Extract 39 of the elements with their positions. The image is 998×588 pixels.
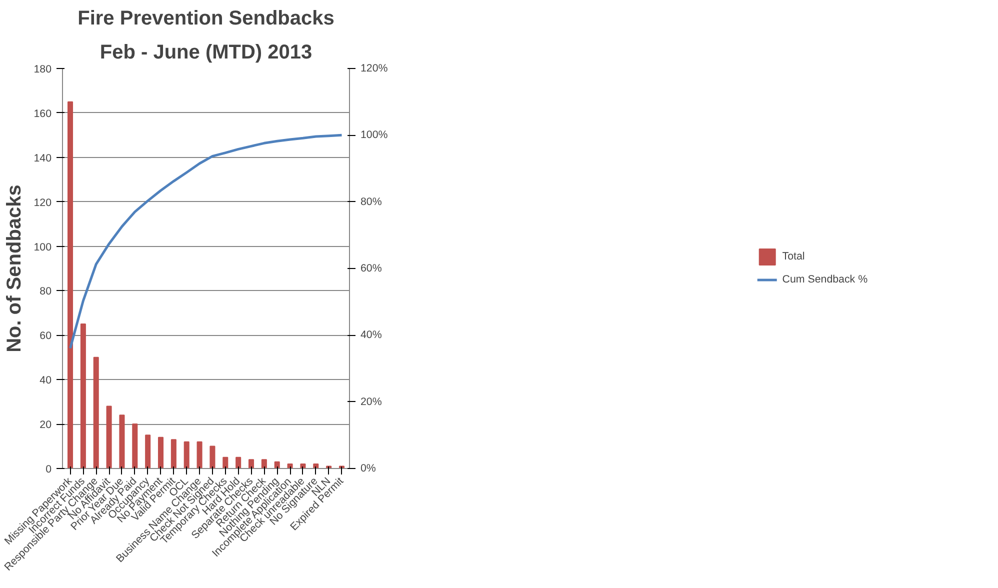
bar bbox=[132, 424, 138, 468]
bar bbox=[236, 456, 242, 468]
y-tick-label: 60 bbox=[40, 330, 52, 342]
bar bbox=[196, 441, 202, 468]
bar bbox=[158, 436, 164, 468]
y-tick-label: 180 bbox=[34, 64, 52, 76]
y-axis-title: No. of Sendbacks bbox=[4, 184, 26, 352]
y-tick-label: 160 bbox=[34, 108, 52, 120]
bar bbox=[261, 459, 267, 468]
bar bbox=[145, 434, 151, 468]
bar bbox=[93, 356, 99, 468]
y2-tick-label: 20% bbox=[360, 396, 382, 408]
y-tick-label: 20 bbox=[40, 419, 52, 432]
chart-title: Fire Prevention Sendbacks bbox=[78, 8, 334, 30]
y-tick-label: 100 bbox=[34, 241, 52, 254]
bar bbox=[248, 459, 254, 468]
y2-tick-label: 0% bbox=[360, 462, 376, 474]
y2-tick-label: 100% bbox=[360, 129, 388, 142]
bar bbox=[222, 456, 228, 468]
bar bbox=[80, 324, 86, 468]
y-tick-label: 40 bbox=[40, 374, 52, 387]
y2-tick-label: 40% bbox=[360, 329, 382, 342]
line-series bbox=[69, 134, 343, 350]
legend-label: Cum Sendback % bbox=[782, 274, 868, 286]
y-tick-label: 120 bbox=[34, 196, 52, 209]
y-tick-label: 80 bbox=[40, 286, 52, 298]
y-tick-label: 0 bbox=[46, 464, 52, 476]
y2-tick-label: 60% bbox=[360, 262, 382, 274]
bar bbox=[119, 414, 125, 468]
bar bbox=[210, 446, 216, 468]
legend-label: Total bbox=[782, 250, 805, 262]
bar bbox=[106, 406, 112, 468]
chart-subtitle: Feb - June (MTD) 2013 bbox=[100, 42, 312, 64]
y2-tick-label: 120% bbox=[360, 62, 388, 74]
y2-tick-label: 80% bbox=[360, 196, 382, 208]
bar bbox=[170, 439, 176, 468]
y-tick-label: 140 bbox=[34, 152, 52, 164]
bar bbox=[67, 101, 74, 468]
bar bbox=[184, 441, 190, 468]
